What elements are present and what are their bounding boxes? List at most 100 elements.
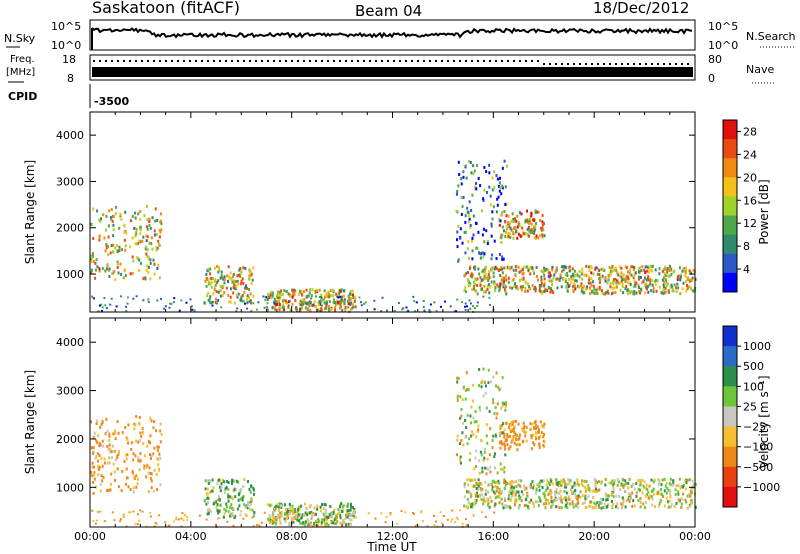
scatter-point: [213, 280, 216, 284]
scatter-point: [283, 289, 286, 293]
scatter-point: [493, 511, 496, 514]
scatter-point: [135, 485, 138, 489]
scatter-point: [212, 486, 215, 490]
scatter-point: [604, 279, 607, 283]
scatter-point: [324, 293, 327, 297]
scatter-point: [647, 290, 650, 294]
scatter-point: [485, 434, 488, 438]
scatter-point: [112, 250, 115, 254]
scatter-point: [548, 279, 551, 283]
scatter-point: [455, 453, 458, 457]
scatter-point: [569, 479, 572, 483]
scatter-point: [664, 267, 667, 271]
scatter-point: [428, 309, 431, 312]
colorbar-tick-label: 16: [743, 194, 757, 207]
scatter-point: [276, 295, 279, 299]
scatter-point: [625, 481, 628, 485]
scatter-point: [253, 492, 256, 496]
scatter-point: [206, 479, 209, 483]
scatter-point: [152, 426, 155, 430]
scatter-point: [322, 512, 325, 516]
scatter-point: [505, 505, 508, 509]
scatter-point: [475, 498, 478, 502]
y-tick-label: 3000: [56, 175, 84, 188]
scatter-point: [95, 422, 98, 426]
scatter-point: [333, 301, 336, 305]
scatter-point: [420, 510, 423, 513]
scatter-point: [482, 295, 485, 298]
scatter-point: [110, 207, 113, 211]
scatter-point: [216, 281, 219, 285]
scatter-point: [489, 203, 492, 207]
scatter-point: [542, 443, 545, 447]
scatter-point: [328, 300, 331, 304]
scatter-point: [206, 496, 209, 500]
scatter-point: [475, 449, 478, 453]
scatter-point: [523, 504, 526, 508]
scatter-point: [691, 276, 694, 280]
scatter-point: [484, 289, 487, 293]
scatter-point: [507, 497, 510, 501]
scatter-point: [96, 265, 99, 269]
scatter-point: [461, 398, 464, 402]
scatter-point: [648, 278, 651, 282]
scatter-point: [508, 225, 511, 229]
scatter-point: [565, 272, 568, 276]
scatter-point: [148, 223, 151, 227]
nave-dot: [417, 60, 419, 62]
scatter-point: [460, 408, 463, 412]
scatter-point: [147, 257, 150, 261]
scatter-point: [482, 255, 485, 259]
scatter-point: [116, 250, 119, 254]
scatter-point: [91, 509, 94, 512]
scatter-point: [306, 518, 309, 522]
scatter-point: [668, 268, 671, 272]
scatter-point: [635, 291, 638, 295]
scatter-point: [517, 437, 520, 441]
scatter-point: [621, 478, 624, 482]
scatter-point: [146, 248, 149, 252]
scatter-point: [233, 283, 236, 287]
scatter-point: [677, 484, 680, 488]
scatter-point: [321, 503, 324, 507]
scatter-point: [109, 447, 112, 451]
scatter-point: [501, 184, 504, 188]
scatter-point: [581, 493, 584, 497]
scatter-point: [216, 482, 219, 486]
freq-label-1: Freq.: [10, 54, 35, 65]
scatter-point: [473, 169, 476, 173]
scatter-point: [102, 475, 105, 479]
scatter-point: [123, 230, 126, 234]
scatter-point: [342, 504, 345, 508]
scatter-point: [249, 292, 252, 296]
scatter-point: [314, 295, 317, 298]
scatter-point: [331, 513, 334, 517]
scatter-point: [498, 289, 501, 293]
scatter-point: [117, 453, 120, 457]
scatter-point: [646, 287, 649, 291]
scatter-point: [234, 514, 237, 518]
scatter-point: [635, 481, 638, 485]
scatter-point: [501, 166, 504, 170]
scatter-point: [267, 297, 270, 300]
scatter-point: [532, 501, 535, 505]
scatter-point: [625, 284, 628, 288]
scatter-point: [274, 506, 277, 510]
scatter-point: [346, 504, 349, 508]
nave-dot: [501, 60, 503, 62]
scatter-point: [220, 306, 223, 309]
scatter-point: [684, 479, 687, 483]
scatter-point: [626, 292, 629, 296]
scatter-point: [206, 492, 209, 496]
scatter-point: [355, 516, 358, 519]
scatter-point: [488, 275, 491, 279]
scatter-point: [628, 500, 631, 504]
nave-dot: [429, 60, 431, 62]
scatter-point: [633, 504, 636, 508]
scatter-point: [221, 277, 224, 281]
scatter-point: [105, 246, 108, 250]
scatter-point: [476, 494, 479, 498]
scatter-point: [433, 301, 436, 304]
nave-label: Nave: [746, 63, 774, 76]
scatter-point: [108, 434, 111, 438]
